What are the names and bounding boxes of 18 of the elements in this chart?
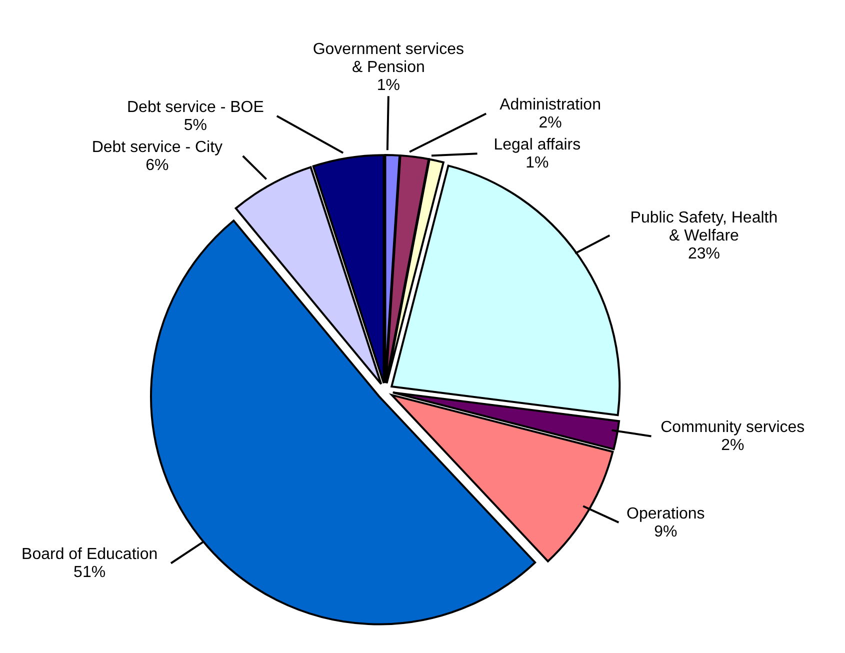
data-label: 9% [654, 523, 678, 540]
data-label: 23% [688, 245, 720, 262]
slice-label: Government services & Pension [312, 41, 464, 76]
slice-label: Public Safety, Health & Welfare [630, 209, 778, 244]
slice-label: Board of Education [22, 546, 158, 564]
slice-label: Administration [500, 96, 601, 114]
data-label: 6% [146, 156, 169, 174]
slice-label: Legal affairs [494, 136, 581, 154]
data-label: 1% [526, 154, 549, 172]
slice-label: Debt service - City [92, 138, 223, 156]
data-label: 5% [184, 116, 208, 134]
data-label: 1% [376, 77, 400, 94]
slice-label: Debt service - BOE [126, 98, 264, 116]
data-label: 2% [721, 437, 744, 454]
data-label: 2% [538, 114, 562, 132]
slice-label: Community services [660, 419, 805, 436]
slice-label: Operations [626, 505, 705, 522]
data-label: 51% [74, 564, 106, 582]
